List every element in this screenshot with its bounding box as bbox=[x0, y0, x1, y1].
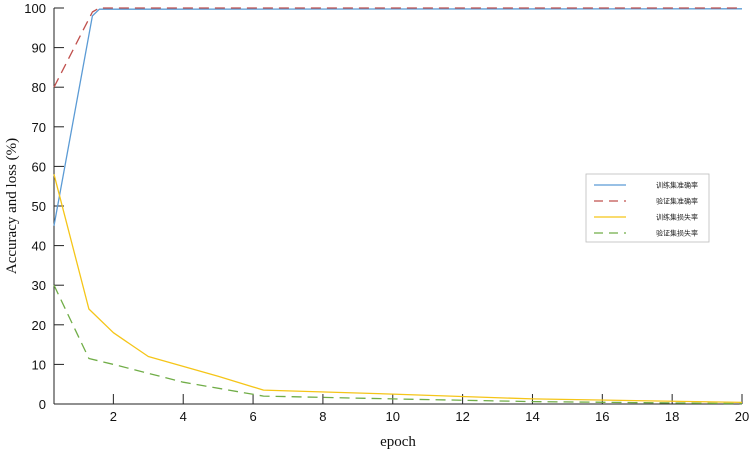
legend-label-2: 验证集准确率 bbox=[656, 197, 698, 206]
x-tick-label: 14 bbox=[525, 409, 539, 424]
legend-label-4: 验证集损失率 bbox=[656, 229, 698, 238]
y-tick-label: 10 bbox=[32, 357, 46, 372]
series-line-3 bbox=[53, 174, 743, 404]
series-lines bbox=[53, 7, 743, 405]
y-tick-label: 80 bbox=[32, 80, 46, 95]
x-tick-label: 12 bbox=[455, 409, 469, 424]
series-line-1 bbox=[53, 8, 743, 226]
legend-label-1: 训练集准确率 bbox=[656, 181, 698, 190]
y-tick-label: 20 bbox=[32, 318, 46, 333]
series-line-4 bbox=[53, 284, 743, 405]
x-tick-label: 20 bbox=[735, 409, 749, 424]
x-tick-label: 4 bbox=[180, 409, 187, 424]
x-tick-label: 8 bbox=[319, 409, 326, 424]
x-tick-label: 18 bbox=[665, 409, 679, 424]
y-axis-title: Accuracy and loss (%) bbox=[4, 138, 20, 274]
y-tick-label: 30 bbox=[32, 278, 46, 293]
x-tick-label: 10 bbox=[386, 409, 400, 424]
legend-label-3: 训练集损失率 bbox=[656, 213, 698, 222]
tick-labels: 0 10 20 30 40 50 60 70 80 90 100 2 4 6 8 10 12 14 16 18 20 bbox=[24, 1, 749, 424]
y-tick-label: 40 bbox=[32, 239, 46, 254]
y-tick-label: 70 bbox=[32, 120, 46, 135]
y-tick-label: 60 bbox=[32, 159, 46, 174]
y-tick-label: 0 bbox=[39, 397, 46, 412]
x-tick-label: 2 bbox=[110, 409, 117, 424]
series-line-2 bbox=[53, 7, 742, 88]
y-tick-label: 90 bbox=[32, 41, 46, 56]
x-tick-label: 6 bbox=[249, 409, 256, 424]
x-tick-label: 16 bbox=[595, 409, 609, 424]
y-tick-label: 100 bbox=[24, 1, 46, 16]
x-axis-title: epoch bbox=[380, 434, 416, 450]
y-tick-label: 50 bbox=[32, 199, 46, 214]
